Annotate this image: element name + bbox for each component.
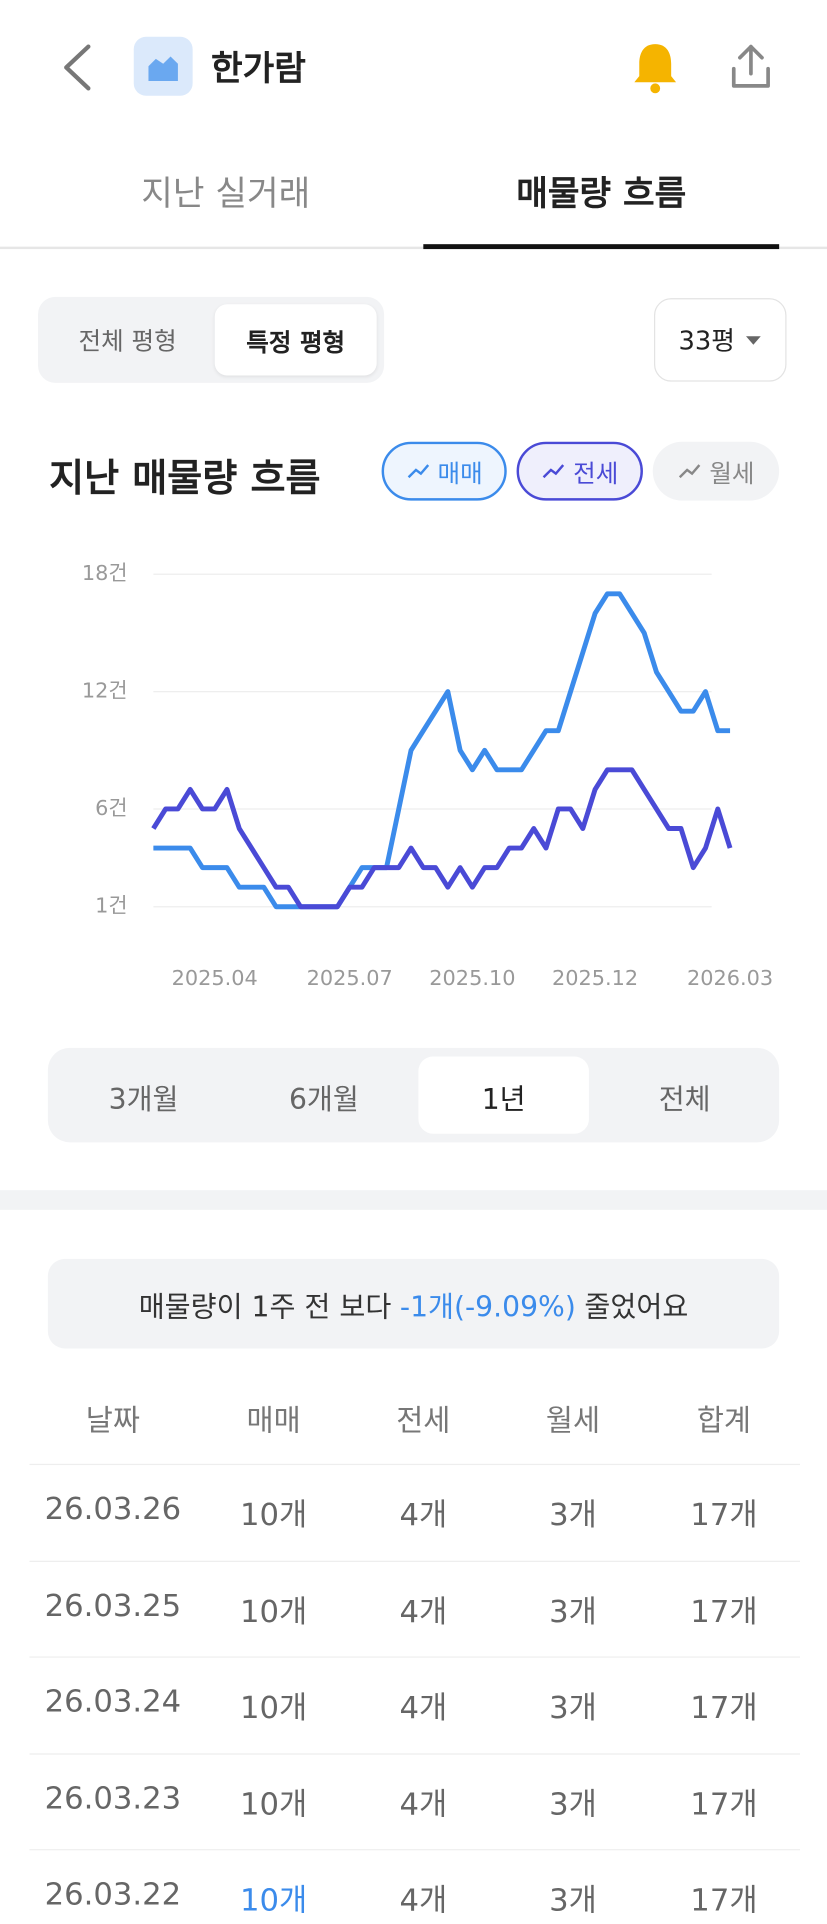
share-button[interactable]: [726, 42, 775, 94]
table-cell: 10개: [239, 1689, 308, 1726]
y-tick-label: 1건: [95, 894, 127, 918]
filter-option[interactable]: 전체 평형: [78, 326, 177, 356]
table-cell: 4개: [399, 1882, 448, 1918]
period-selector: [47, 1047, 780, 1143]
table-cell: 17개: [690, 1593, 758, 1629]
table-cell: 17개: [690, 1882, 758, 1918]
summary-text: 줄었어요: [584, 1291, 689, 1324]
period-active-bg: [418, 1056, 589, 1134]
summary-box: 매물량이 1주 전 보다 -1개(-9.09%) 줄었어요: [47, 1258, 780, 1349]
period-option[interactable]: 6개월: [288, 1084, 359, 1117]
series-line: [151, 767, 733, 910]
table-header: 월세: [545, 1403, 601, 1439]
table-cell: 26.03.24: [44, 1683, 182, 1720]
summary-change: -1개(-9.09%): [399, 1291, 576, 1324]
table-header: 날짜: [85, 1403, 140, 1439]
table-cell: 10개: [239, 1496, 308, 1533]
x-tick-label: 2025.07: [307, 966, 393, 990]
row-divider: [29, 1560, 801, 1562]
row-divider: [29, 1656, 801, 1658]
filter-option-active[interactable]: 특정 평형: [214, 304, 377, 376]
table-cell: 10개: [239, 1882, 308, 1918]
y-tick-label: 18건: [82, 561, 128, 585]
table-cell: 3개: [549, 1689, 597, 1726]
legend-label: 전세: [573, 458, 619, 488]
table-cell: 4개: [399, 1593, 448, 1629]
legend-toggle[interactable]: 전세: [516, 441, 643, 501]
chart: 18건 12건 6건 1건 2025.04 2025.07 2025.10 2025.12 20…: [82, 561, 773, 990]
legend-label: 매매: [437, 458, 483, 488]
period-option-active[interactable]: 1년: [481, 1084, 526, 1117]
tab-indicator: [423, 244, 780, 250]
table-header: 매매: [246, 1403, 301, 1439]
tab-divider: [0, 246, 827, 250]
area-select-label: 33평: [678, 326, 735, 356]
x-tick-label: 2025.10: [429, 966, 515, 990]
row-divider: [29, 1849, 801, 1851]
x-tick-label: 2025.12: [552, 966, 638, 990]
table-cell: 4개: [399, 1496, 448, 1533]
y-tick-label: 12건: [82, 679, 128, 703]
table-cell: 3개: [549, 1496, 597, 1533]
tab-active[interactable]: 매물량 흐름: [516, 173, 687, 214]
back-button[interactable]: [56, 39, 98, 95]
table-cell: 10개: [239, 1593, 308, 1629]
summary-text: 매물량이 1주 전 보다: [138, 1291, 392, 1324]
legend-label: 월세: [709, 458, 755, 488]
table-cell: 17개: [690, 1785, 758, 1822]
row-divider: [29, 1463, 801, 1466]
period-option[interactable]: 전체: [658, 1084, 711, 1117]
section-divider: [0, 1190, 827, 1210]
period-option[interactable]: 3개월: [108, 1084, 179, 1117]
header-title: 한가람: [211, 47, 306, 89]
series-line: [153, 591, 731, 910]
table-cell: 4개: [399, 1785, 448, 1822]
table-cell: 17개: [690, 1496, 758, 1533]
legend-toggle[interactable]: 월세: [652, 441, 780, 501]
x-tick-label: 2026.03: [687, 966, 773, 990]
tab[interactable]: 지난 실거래: [141, 173, 311, 214]
table-header: 합계: [696, 1403, 752, 1439]
table-cell: 17개: [690, 1689, 758, 1726]
table-cell: 26.03.25: [44, 1587, 182, 1623]
legend-toggle[interactable]: 매매: [381, 441, 507, 501]
row-divider: [29, 1752, 801, 1754]
complex-icon: [133, 36, 193, 96]
table-cell: 10개: [239, 1785, 308, 1822]
table-cell: 3개: [549, 1593, 597, 1629]
table-cell: 26.03.23: [44, 1779, 182, 1816]
table-cell: 3개: [549, 1882, 597, 1918]
table-header: 전세: [396, 1403, 451, 1439]
table-cell: 26.03.22: [44, 1876, 182, 1912]
table-cell: 4개: [399, 1689, 448, 1726]
x-tick-label: 2025.04: [172, 966, 258, 990]
table-cell: 3개: [549, 1785, 597, 1822]
table-cell: 26.03.26: [44, 1490, 182, 1527]
chart-title: 지난 매물량 흐름: [49, 456, 321, 501]
area-select[interactable]: 33평: [653, 298, 787, 382]
alarm-button[interactable]: [628, 39, 682, 95]
y-tick-label: 6건: [95, 796, 127, 820]
